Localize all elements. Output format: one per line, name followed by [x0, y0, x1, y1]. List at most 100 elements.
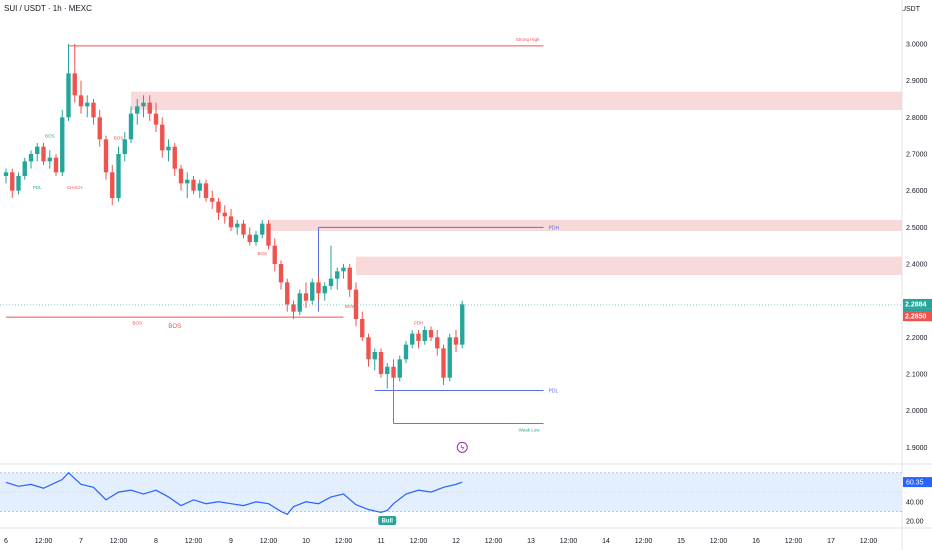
- candle-body: [328, 278, 334, 286]
- candle-body: [341, 267, 346, 272]
- candle-body: [422, 330, 427, 341]
- time-tick-label: 12:00: [860, 538, 878, 545]
- candle-body: [297, 293, 302, 312]
- time-tick-label: 8: [154, 538, 158, 545]
- candle-body: [110, 172, 115, 198]
- time-tick-label: 12:00: [710, 538, 728, 545]
- price-tick-label: 2.8000: [906, 115, 928, 122]
- candle-body: [22, 161, 27, 176]
- price-tick-label: 2.2000: [906, 335, 928, 342]
- price-tick-label: 2.7000: [906, 152, 928, 159]
- time-tick-label: 17: [827, 538, 835, 545]
- candle-body: [385, 366, 390, 374]
- time-tick-label: 10: [302, 538, 310, 545]
- candle-body: [360, 319, 365, 338]
- candle-body: [397, 359, 402, 378]
- time-tick-label: 12:00: [560, 538, 578, 545]
- rsi-tick-label: 20.00: [906, 519, 924, 526]
- time-tick-label: 16: [752, 538, 760, 545]
- time-tick-label: 7: [79, 538, 83, 545]
- last-price-label: 2.2884: [905, 301, 927, 308]
- candle-body: [266, 223, 271, 246]
- candle-body: [216, 201, 221, 213]
- lightning-glyph-icon: ϟ: [460, 445, 464, 452]
- candle-body: [185, 179, 190, 184]
- candle-body: [303, 293, 309, 301]
- candle-body: [72, 73, 77, 96]
- price-tick-label: 3.0000: [906, 42, 928, 49]
- candle-body: [35, 146, 40, 154]
- candle-body: [41, 146, 46, 162]
- candle-body: [441, 348, 446, 378]
- candle-body: [403, 344, 409, 360]
- candle-body: [66, 73, 71, 118]
- rsi-value-tag: [903, 477, 932, 488]
- candle-body: [28, 154, 34, 162]
- candle-body: [222, 212, 227, 217]
- candle-body: [391, 366, 396, 378]
- candle-body: [153, 113, 159, 125]
- time-tick-label: 12:00: [335, 538, 353, 545]
- candle-body: [128, 113, 134, 140]
- candle-body: [197, 183, 202, 191]
- candle-body: [172, 146, 177, 169]
- rsi-value-label: 60.35: [906, 480, 924, 487]
- structure-label: BOS: [132, 321, 142, 326]
- candle-body: [210, 198, 215, 202]
- candle-body: [166, 146, 171, 151]
- candle-body: [147, 102, 152, 114]
- candle-body: [322, 286, 327, 294]
- time-tick-label: 12: [452, 538, 460, 545]
- candle-body: [347, 267, 352, 290]
- last-price-tag: [903, 298, 932, 309]
- time-tick-label: 13: [527, 538, 535, 545]
- candle-body: [3, 172, 9, 176]
- candle-body: [416, 333, 421, 341]
- candle-body: [460, 304, 465, 345]
- candle-body: [366, 337, 371, 360]
- price-tick-label: 1.9000: [906, 445, 928, 452]
- candle-body: [141, 102, 146, 107]
- candle-body: [410, 333, 415, 345]
- time-tick-label: 12:00: [110, 538, 128, 545]
- candle-body: [160, 124, 165, 151]
- price-tick-label: 2.4000: [906, 262, 928, 269]
- bid-price-tag: [903, 311, 932, 322]
- candle-body: [260, 223, 265, 235]
- price-tick-label: 2.5000: [906, 225, 928, 232]
- bull-badge: [378, 516, 397, 525]
- candle-body: [191, 179, 196, 191]
- structure-label: BOS: [45, 134, 55, 139]
- candle-body: [291, 304, 296, 312]
- candle-body: [378, 352, 384, 374]
- price-tick-label: 2.6000: [906, 188, 928, 195]
- supply-zone: [268, 220, 902, 231]
- time-tick-label: 12:00: [635, 538, 653, 545]
- level-label: BOS: [168, 324, 181, 330]
- structure-label: PDL: [33, 185, 42, 190]
- supply-zone: [131, 91, 902, 110]
- structure-label: BOS: [345, 304, 355, 309]
- candle-body: [241, 223, 246, 235]
- time-tick-label: 6: [4, 538, 8, 545]
- candle-body: [116, 154, 121, 198]
- candle-body: [53, 157, 59, 173]
- level-label: PDH: [549, 225, 560, 231]
- time-tick-label: 15: [677, 538, 685, 545]
- level-label: Strong High: [516, 37, 540, 42]
- bull-badge-label: Bull: [382, 519, 394, 525]
- candle-body: [316, 282, 321, 294]
- bid-price-label: 2.2850: [905, 314, 927, 321]
- chart-title: SUI / USDT · 1h · MEXC: [4, 4, 92, 13]
- candle-body: [60, 117, 65, 173]
- candle-body: [447, 337, 452, 378]
- structure-label: CHoCH: [67, 185, 83, 190]
- time-tick-label: 12:00: [185, 538, 203, 545]
- rsi-line: [5, 471, 463, 516]
- time-tick-label: 12:00: [35, 538, 53, 545]
- candle-body: [135, 106, 140, 114]
- candle-body: [372, 352, 377, 360]
- candle-body: [97, 117, 102, 140]
- candle-body: [278, 264, 284, 283]
